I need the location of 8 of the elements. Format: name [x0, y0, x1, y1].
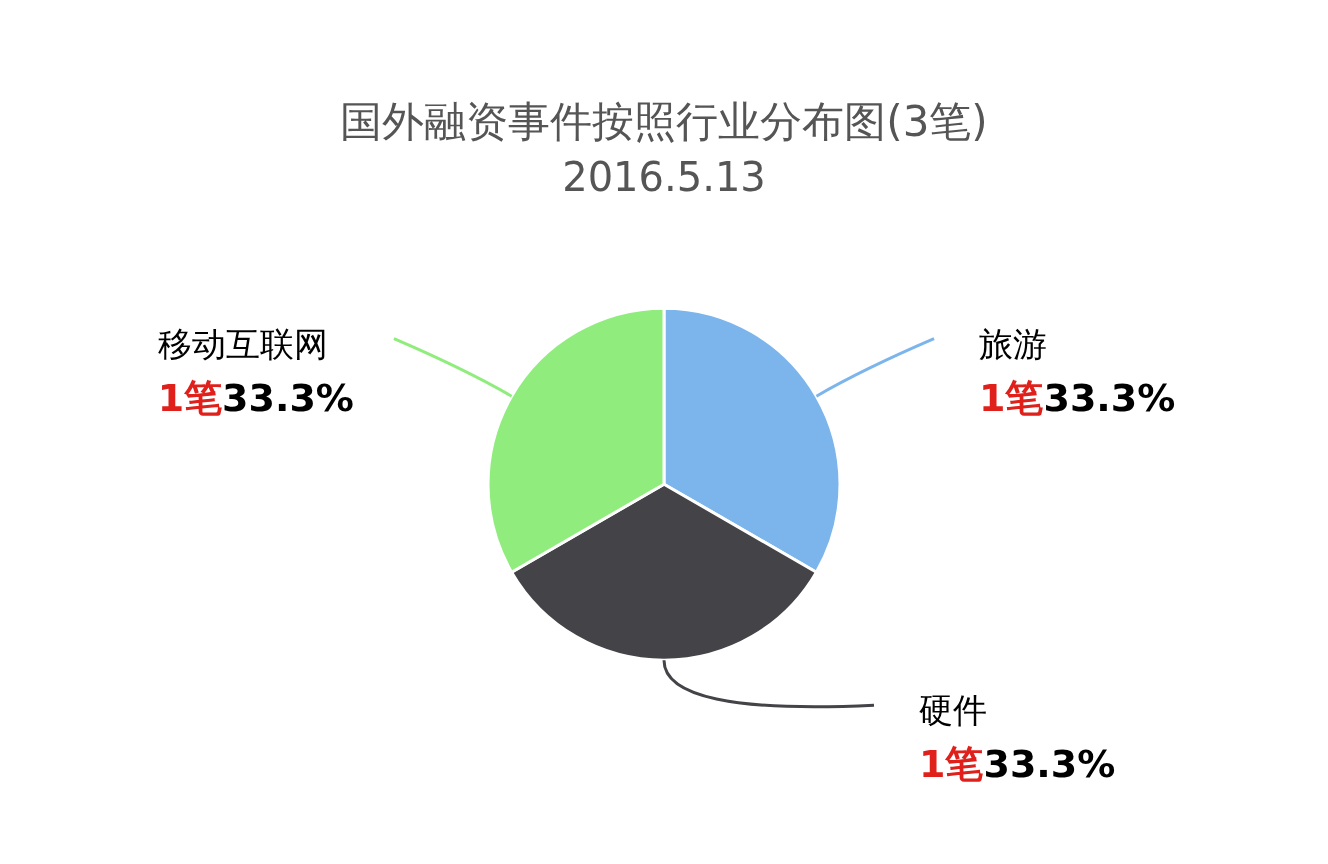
chart-title: 国外融资事件按照行业分布图(3笔)	[340, 97, 988, 147]
chart-subtitle: 2016.5.13	[562, 153, 766, 200]
slice-label: 硬件	[919, 690, 987, 731]
data-label: 1笔33.3%	[979, 375, 1176, 420]
slice-label: 旅游	[979, 323, 1048, 364]
slice-label: 移动互联网	[157, 323, 328, 364]
data-label: 1笔33.3%	[919, 742, 1116, 787]
data-label: 1笔33.3%	[157, 375, 354, 420]
